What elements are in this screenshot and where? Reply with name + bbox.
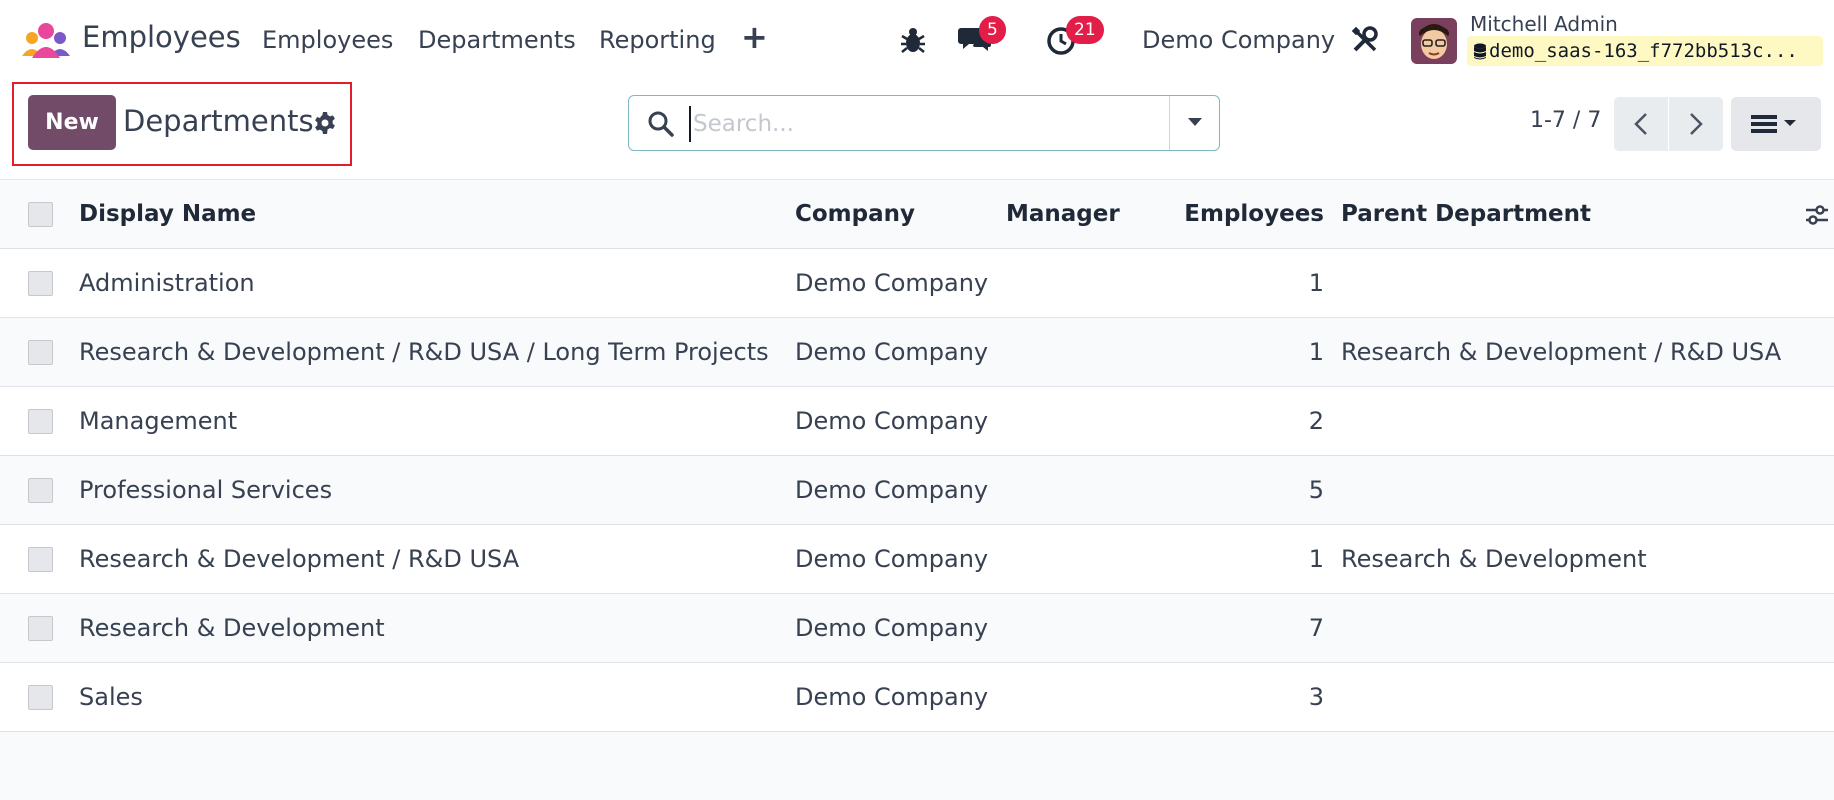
cell-employees: 5	[1308, 476, 1324, 504]
highlight-box	[12, 82, 352, 166]
bug-icon[interactable]	[900, 26, 926, 54]
cell-company: Demo Company	[795, 545, 989, 573]
row-checkbox[interactable]	[28, 616, 53, 641]
user-name[interactable]: Mitchell Admin	[1470, 12, 1618, 36]
row-checkbox[interactable]	[28, 409, 53, 434]
cell-company: Demo Company	[795, 338, 989, 366]
cell-company: Demo Company	[795, 476, 989, 504]
select-all-checkbox[interactable]	[28, 202, 53, 227]
menu-employees[interactable]: Employees	[262, 26, 394, 54]
database-icon	[1474, 43, 1486, 59]
table-row[interactable]: Research & Development / R&D USA / Long …	[0, 318, 1834, 387]
pager-previous-button[interactable]	[1614, 97, 1668, 151]
search-options-toggle[interactable]	[1169, 96, 1220, 150]
table-row[interactable]: Administration Demo Company 1	[0, 249, 1834, 318]
chevron-left-icon	[1634, 113, 1647, 135]
column-header-parent-department[interactable]: Parent Department	[1341, 201, 1592, 227]
cell-parent-department: Research & Development / R&D USA	[1341, 338, 1782, 366]
departments-table: Display Name Company Manager Employees P…	[0, 180, 1834, 732]
cell-company: Demo Company	[795, 683, 989, 711]
table-header-row: Display Name Company Manager Employees P…	[0, 180, 1834, 249]
new-button[interactable]: New	[28, 95, 116, 150]
tools-icon[interactable]	[1351, 26, 1379, 54]
control-panel: New Departments 1-7 / 7	[0, 80, 1834, 180]
cell-employees: 3	[1308, 683, 1324, 711]
cell-display-name: Professional Services	[79, 476, 333, 504]
cell-employees: 2	[1308, 407, 1324, 435]
database-badge: demo_saas-163_f772bb513c...	[1467, 36, 1823, 66]
cell-display-name: Research & Development	[79, 614, 385, 642]
column-header-company[interactable]: Company	[795, 201, 915, 227]
column-settings-icon[interactable]	[1804, 202, 1830, 228]
column-header-manager[interactable]: Manager	[1006, 201, 1120, 227]
row-checkbox[interactable]	[28, 547, 53, 572]
row-checkbox[interactable]	[28, 478, 53, 503]
menu-reporting[interactable]: Reporting	[599, 26, 716, 54]
plus-icon[interactable]: +	[741, 18, 768, 56]
cell-employees: 1	[1308, 338, 1324, 366]
table-row[interactable]: Research & Development / R&D USA Demo Co…	[0, 525, 1834, 594]
row-checkbox[interactable]	[28, 685, 53, 710]
gear-icon[interactable]	[313, 111, 337, 135]
top-navbar: Employees Employees Departments Reportin…	[0, 0, 1834, 80]
company-switcher[interactable]: Demo Company	[1142, 26, 1336, 54]
cell-display-name: Sales	[79, 683, 143, 711]
column-header-employees[interactable]: Employees	[1184, 201, 1324, 227]
activities-badge: 21	[1066, 16, 1104, 44]
avatar[interactable]	[1411, 18, 1457, 64]
search-input[interactable]	[689, 106, 1189, 142]
pager-next-button[interactable]	[1669, 97, 1723, 151]
row-checkbox[interactable]	[28, 340, 53, 365]
cell-company: Demo Company	[795, 614, 989, 642]
page-title: Departments	[123, 104, 314, 138]
cell-parent-department: Research & Development	[1341, 545, 1647, 573]
row-checkbox[interactable]	[28, 271, 53, 296]
cell-company: Demo Company	[795, 269, 989, 297]
cell-employees: 7	[1308, 614, 1324, 642]
database-name: demo_saas-163_f772bb513c...	[1489, 40, 1798, 62]
app-name[interactable]: Employees	[82, 20, 241, 54]
messages-badge: 5	[979, 16, 1006, 44]
caret-down-icon	[1188, 118, 1202, 126]
cell-employees: 1	[1308, 545, 1324, 573]
menu-departments[interactable]: Departments	[418, 26, 576, 54]
list-view-icon	[1751, 115, 1796, 133]
column-header-display-name[interactable]: Display Name	[79, 201, 257, 227]
table-row[interactable]: Research & Development Demo Company 7	[0, 594, 1834, 663]
cell-employees: 1	[1308, 269, 1324, 297]
view-switcher-button[interactable]	[1731, 97, 1821, 151]
table-row[interactable]: Management Demo Company 2	[0, 387, 1834, 456]
cell-display-name: Research & Development / R&D USA / Long …	[79, 338, 769, 366]
cell-company: Demo Company	[795, 407, 989, 435]
table-row[interactable]: Sales Demo Company 3	[0, 663, 1834, 732]
chevron-right-icon	[1690, 113, 1703, 135]
search-icon	[648, 111, 674, 137]
cell-display-name: Administration	[79, 269, 255, 297]
app-logo-icon[interactable]	[20, 22, 72, 58]
cell-display-name: Management	[79, 407, 238, 435]
search-bar	[628, 95, 1220, 151]
cell-display-name: Research & Development / R&D USA	[79, 545, 520, 573]
pager-value[interactable]: 1-7 / 7	[1530, 108, 1602, 133]
table-row[interactable]: Professional Services Demo Company 5	[0, 456, 1834, 525]
